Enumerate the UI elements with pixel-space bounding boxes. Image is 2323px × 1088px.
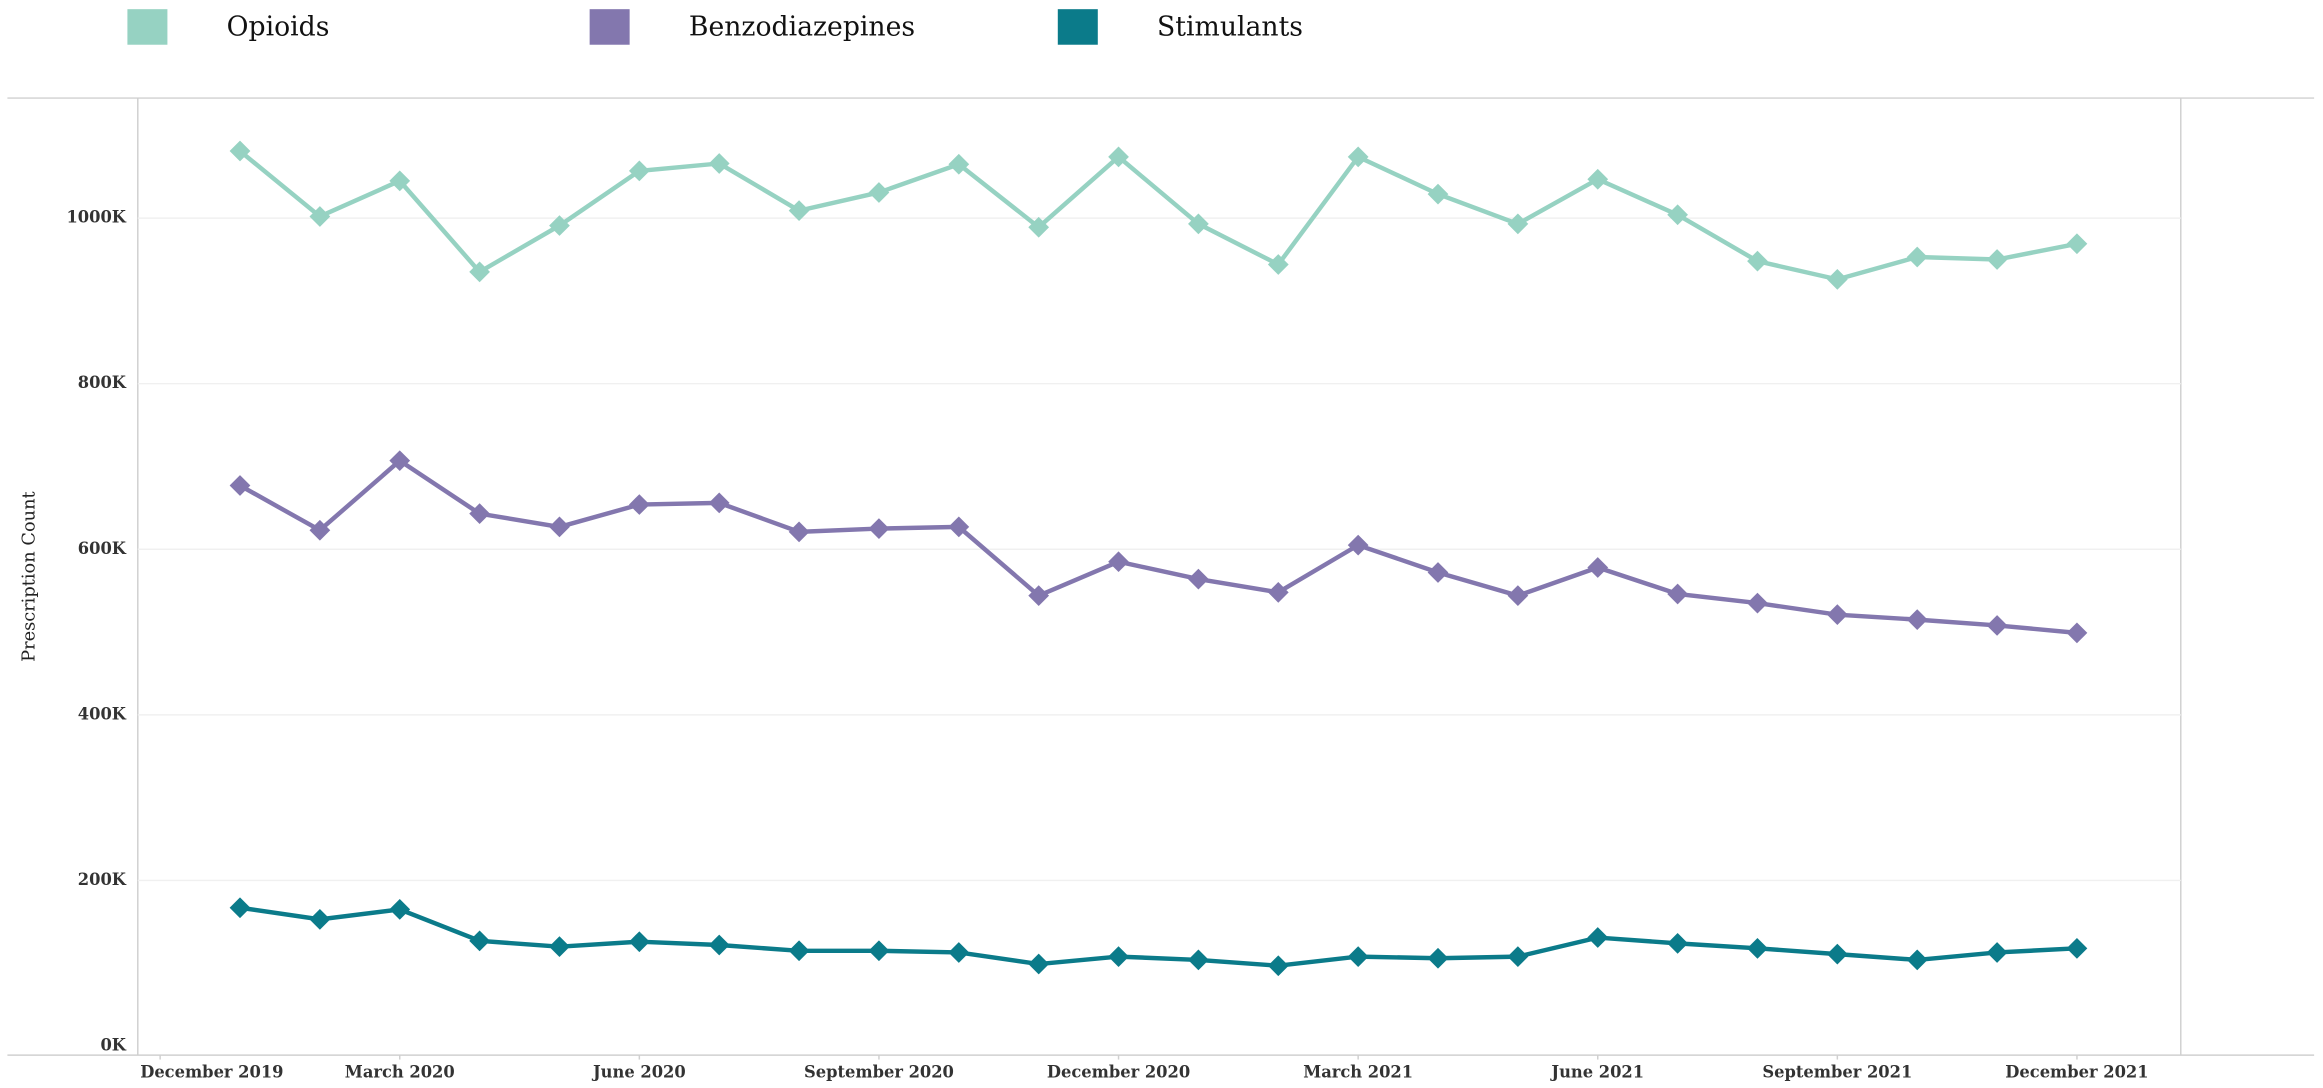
- x-tick-label: December 2019: [140, 1062, 283, 1081]
- data-point: [788, 200, 810, 222]
- legend-label: Stimulants: [1157, 11, 1303, 42]
- data-point: [229, 475, 251, 496]
- data-point: [309, 908, 331, 930]
- data-point: [469, 930, 490, 952]
- data-point: [1188, 949, 1209, 971]
- data-point: [469, 261, 490, 283]
- data-point: [229, 140, 251, 162]
- y-tick-label: 600K: [78, 539, 127, 558]
- data-point: [389, 899, 411, 920]
- data-point: [868, 518, 890, 539]
- data-point: [1906, 949, 1928, 971]
- x-tick-label: December 2021: [2005, 1062, 2148, 1081]
- legend-label: Opioids: [227, 11, 330, 42]
- data-point: [1587, 557, 1609, 578]
- series-line: [238, 457, 2078, 636]
- data-point: [1667, 932, 1688, 954]
- x-tick-label: June 2020: [591, 1062, 686, 1081]
- data-point: [1667, 204, 1688, 226]
- y-tick-label: 800K: [78, 373, 127, 392]
- data-point: [1507, 585, 1529, 607]
- data-point: [788, 940, 810, 962]
- data-point: [1906, 246, 1928, 268]
- data-point: [1507, 946, 1529, 967]
- legend-swatch: [127, 9, 168, 45]
- data-point: [1347, 534, 1369, 556]
- data-point: [1427, 947, 1449, 969]
- data-point: [2066, 233, 2088, 255]
- data-point: [1267, 581, 1289, 603]
- data-point: [389, 170, 411, 192]
- data-point: [309, 206, 331, 227]
- data-point: [389, 450, 411, 472]
- data-point: [1267, 955, 1289, 977]
- data-point: [229, 897, 251, 919]
- legend-swatch: [1057, 9, 1098, 45]
- data-point: [1587, 168, 1609, 190]
- data-point: [1347, 146, 1369, 168]
- data-point: [1028, 953, 1050, 975]
- series-line: [239, 905, 2078, 968]
- data-point: [708, 153, 730, 174]
- x-tick-label: March 2020: [345, 1062, 455, 1081]
- data-point: [549, 516, 570, 538]
- data-point: [1747, 250, 1768, 272]
- data-point: [2066, 937, 2088, 959]
- data-point: [1747, 592, 1768, 614]
- data-point: [1347, 946, 1369, 967]
- y-tick-label: 1000K: [66, 208, 126, 227]
- data-point: [948, 942, 970, 963]
- x-tick-label: December 2020: [1047, 1062, 1190, 1081]
- x-tick-label: June 2021: [1549, 1062, 1644, 1081]
- data-point: [708, 934, 730, 956]
- y-tick-label: 200K: [78, 870, 127, 889]
- data-point: [549, 215, 570, 236]
- legend-swatch: [589, 9, 630, 45]
- data-point: [1906, 609, 1928, 631]
- data-point: [1188, 213, 1209, 235]
- data-point: [1986, 615, 2008, 636]
- legend-label: Benzodiazepines: [689, 11, 915, 42]
- data-point: [708, 492, 730, 514]
- data-point: [1747, 937, 1768, 959]
- data-point: [868, 940, 890, 962]
- data-point: [1267, 254, 1289, 275]
- y-axis-title: Prescription Count: [20, 491, 40, 662]
- data-point: [1108, 946, 1129, 967]
- data-point: [2066, 622, 2088, 644]
- data-point: [1427, 562, 1449, 583]
- data-point: [628, 931, 650, 953]
- x-tick-label: March 2021: [1303, 1062, 1413, 1081]
- data-point: [628, 494, 650, 515]
- data-point: [1826, 604, 1848, 626]
- data-point: [628, 160, 650, 182]
- data-point: [1028, 585, 1050, 607]
- x-tick-label: September 2021: [1762, 1062, 1912, 1081]
- y-tick-label: 0K: [100, 1036, 126, 1055]
- data-point: [1986, 249, 2008, 270]
- data-point: [868, 182, 890, 203]
- data-point: [948, 516, 970, 538]
- data-point: [1507, 213, 1529, 235]
- data-point: [1667, 583, 1688, 605]
- data-point: [1986, 942, 2008, 963]
- data-point: [1826, 943, 1848, 965]
- data-point: [1108, 146, 1129, 168]
- data-point: [1427, 183, 1449, 205]
- data-point: [788, 521, 810, 543]
- series-line: [238, 149, 2078, 282]
- data-point: [1108, 551, 1129, 573]
- data-point: [1826, 269, 1848, 290]
- data-point: [549, 936, 570, 958]
- y-tick-label: 400K: [78, 704, 127, 723]
- data-point: [1587, 927, 1609, 948]
- data-point: [1188, 568, 1209, 590]
- data-point: [948, 153, 970, 175]
- x-tick-label: September 2020: [804, 1062, 954, 1081]
- data-point: [1028, 216, 1050, 238]
